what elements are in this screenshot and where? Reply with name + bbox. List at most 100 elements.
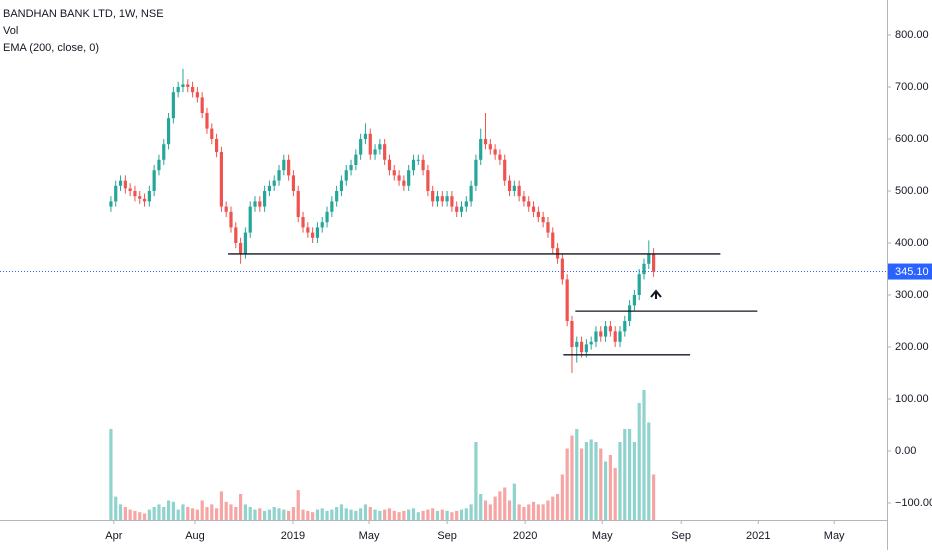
volume-bar bbox=[325, 510, 329, 520]
volume-bar bbox=[469, 504, 473, 520]
candle-body bbox=[229, 211, 233, 228]
candle-body bbox=[277, 170, 281, 181]
last-price-box bbox=[888, 263, 932, 280]
volume-bar bbox=[238, 494, 243, 520]
volume-bar bbox=[594, 442, 598, 520]
x-tick-label: Sep bbox=[437, 530, 457, 542]
volume-bar bbox=[166, 500, 171, 520]
candle-body bbox=[642, 263, 646, 275]
y-tick-label: 700.00 bbox=[895, 81, 929, 93]
volume-bar bbox=[407, 509, 411, 520]
candle-body bbox=[493, 149, 497, 155]
candle-body bbox=[114, 185, 118, 202]
volume-bar bbox=[387, 508, 392, 520]
volume-bar bbox=[306, 510, 310, 520]
volume-bar bbox=[354, 510, 358, 520]
candle-body bbox=[272, 180, 276, 186]
volume-bar bbox=[162, 507, 166, 520]
candle-body bbox=[416, 159, 420, 161]
candle-body bbox=[637, 274, 641, 295]
candle-body bbox=[474, 159, 478, 186]
candle-body bbox=[652, 253, 656, 272]
candle-body bbox=[623, 320, 627, 332]
volume-bar bbox=[503, 487, 507, 520]
y-tick-label: −100.00 bbox=[895, 497, 932, 509]
candle-body bbox=[200, 97, 204, 113]
candle-body bbox=[594, 331, 598, 342]
volume-bar bbox=[224, 501, 228, 520]
volume-bar bbox=[200, 500, 204, 520]
volume-bar bbox=[311, 512, 315, 520]
volume-bar bbox=[315, 509, 320, 520]
volume-bar bbox=[373, 509, 377, 520]
candle-body bbox=[440, 196, 444, 202]
volume-bar bbox=[498, 491, 502, 520]
candle-body bbox=[608, 326, 612, 332]
candle-body bbox=[541, 216, 545, 223]
y-tick-label: 100.00 bbox=[895, 393, 929, 405]
candle-body bbox=[128, 188, 132, 191]
candle-body bbox=[632, 294, 636, 306]
volume-bar bbox=[219, 491, 223, 520]
candle-body bbox=[479, 138, 483, 160]
candle-body bbox=[210, 128, 214, 139]
candle-body bbox=[536, 211, 540, 217]
volume-bar bbox=[147, 509, 151, 520]
volume-bar bbox=[440, 509, 444, 520]
volume-bar bbox=[181, 504, 185, 520]
volume-bar bbox=[642, 390, 646, 520]
volume-bar bbox=[157, 504, 161, 520]
candle-body bbox=[147, 190, 151, 202]
volume-bar bbox=[234, 507, 238, 520]
volume-bar bbox=[507, 500, 512, 520]
candle-body bbox=[464, 201, 468, 207]
candle-body bbox=[575, 341, 579, 347]
candle-body bbox=[421, 159, 425, 171]
candle-body bbox=[522, 196, 526, 202]
volume-bar bbox=[647, 422, 651, 520]
volume-bar bbox=[363, 504, 368, 520]
volume-bar bbox=[527, 504, 531, 520]
volume-bar bbox=[474, 442, 478, 520]
symbol-title: BANDHAN BANK LTD, 1W, NSE bbox=[3, 8, 164, 20]
candle-body bbox=[282, 159, 286, 171]
volume-bar bbox=[570, 435, 574, 520]
volume-bar bbox=[114, 496, 118, 520]
candle-body bbox=[109, 201, 113, 207]
candle-body bbox=[387, 159, 392, 171]
volume-bar bbox=[565, 448, 569, 520]
volume-bar bbox=[123, 507, 127, 520]
volume-bar bbox=[344, 508, 348, 520]
y-tick-label: 800.00 bbox=[895, 29, 929, 41]
x-tick-label: Aug bbox=[185, 530, 205, 542]
candle-body bbox=[397, 175, 401, 181]
x-tick-label: 2021 bbox=[746, 530, 770, 542]
volume-bar bbox=[426, 509, 430, 520]
volume-bar bbox=[359, 508, 363, 520]
volume-bar bbox=[421, 510, 425, 520]
volume-bar bbox=[378, 510, 382, 520]
volume-bar bbox=[214, 508, 219, 520]
candle-body bbox=[166, 118, 171, 145]
volume-bar bbox=[330, 509, 334, 520]
volume-bar bbox=[450, 512, 454, 520]
volume-bar bbox=[455, 510, 459, 520]
candle-body bbox=[248, 206, 252, 233]
volume-bar bbox=[263, 510, 267, 520]
candle-body bbox=[589, 341, 593, 345]
candle-body bbox=[551, 232, 555, 249]
volume-bar bbox=[603, 461, 608, 520]
volume-bar bbox=[320, 508, 324, 520]
volume-bar bbox=[402, 510, 406, 520]
volume-bar bbox=[599, 448, 603, 520]
candle-body bbox=[363, 133, 368, 139]
candle-body bbox=[546, 222, 550, 233]
candle-layer bbox=[109, 68, 656, 373]
volume-bar bbox=[488, 504, 492, 520]
candle-body bbox=[181, 84, 185, 87]
x-tick-label: Sep bbox=[671, 530, 691, 542]
candle-body bbox=[349, 164, 353, 171]
y-tick-label: 200.00 bbox=[895, 341, 929, 353]
volume-bar bbox=[512, 483, 516, 520]
